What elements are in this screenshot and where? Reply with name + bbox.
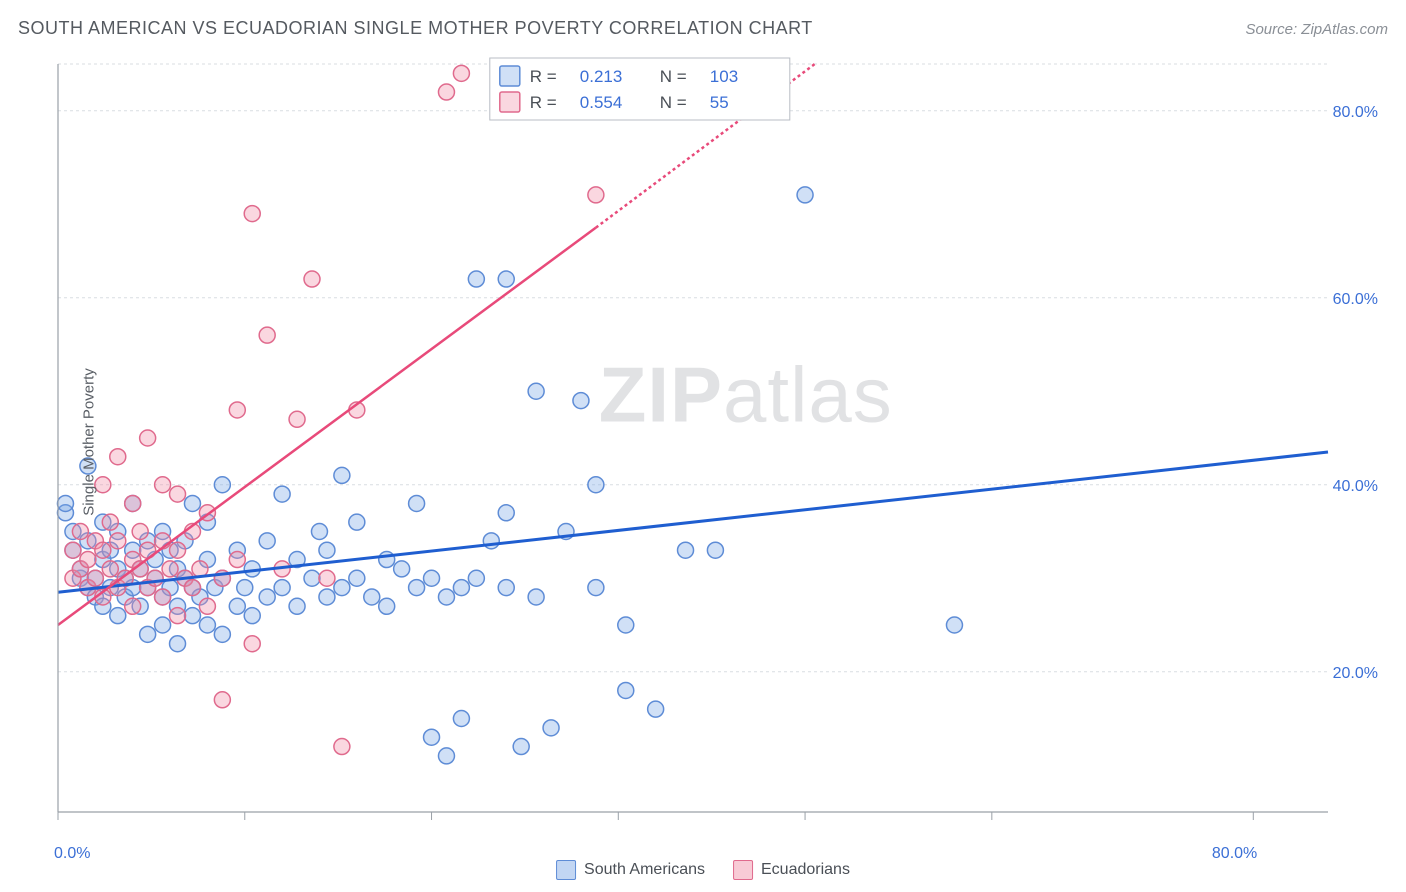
svg-text:103: 103 [710,67,738,86]
legend-item-south-americans: South Americans [556,860,705,880]
svg-text:R =: R = [530,93,557,112]
chart-header: SOUTH AMERICAN VS ECUADORIAN SINGLE MOTH… [18,18,1388,39]
legend-swatch-pink [733,860,753,880]
scatter-plot-svg: 20.0% 40.0% 60.0% 80.0% R = 0.213 N = 103 R = 0.… [50,52,1388,832]
source-label: Source: ZipAtlas.com [1245,21,1388,38]
svg-text:N =: N = [660,67,687,86]
svg-text:20.0%: 20.0% [1333,665,1378,682]
legend-item-ecuadorians: Ecuadorians [733,860,850,880]
svg-text:60.0%: 60.0% [1333,291,1378,308]
svg-text:0.554: 0.554 [580,93,623,112]
svg-text:55: 55 [710,93,729,112]
svg-text:0.0%: 0.0% [54,845,90,862]
svg-text:80.0%: 80.0% [1212,845,1257,862]
svg-text:80.0%: 80.0% [1333,104,1378,121]
series-legend: South Americans Ecuadorians [556,860,850,880]
chart-title: SOUTH AMERICAN VS ECUADORIAN SINGLE MOTH… [18,18,813,39]
legend-swatch-blue [556,860,576,880]
legend-label-ecuadorians: Ecuadorians [761,861,850,879]
legend-label-south-americans: South Americans [584,861,705,879]
svg-text:N =: N = [660,93,687,112]
svg-text:40.0%: 40.0% [1333,478,1378,495]
y-axis-label: Single Mother Poverty [80,368,97,516]
svg-text:R =: R = [530,67,557,86]
plot-area: Single Mother Poverty ZIPatlas 20.0%40.0… [50,52,1388,832]
svg-text:0.213: 0.213 [580,67,623,86]
